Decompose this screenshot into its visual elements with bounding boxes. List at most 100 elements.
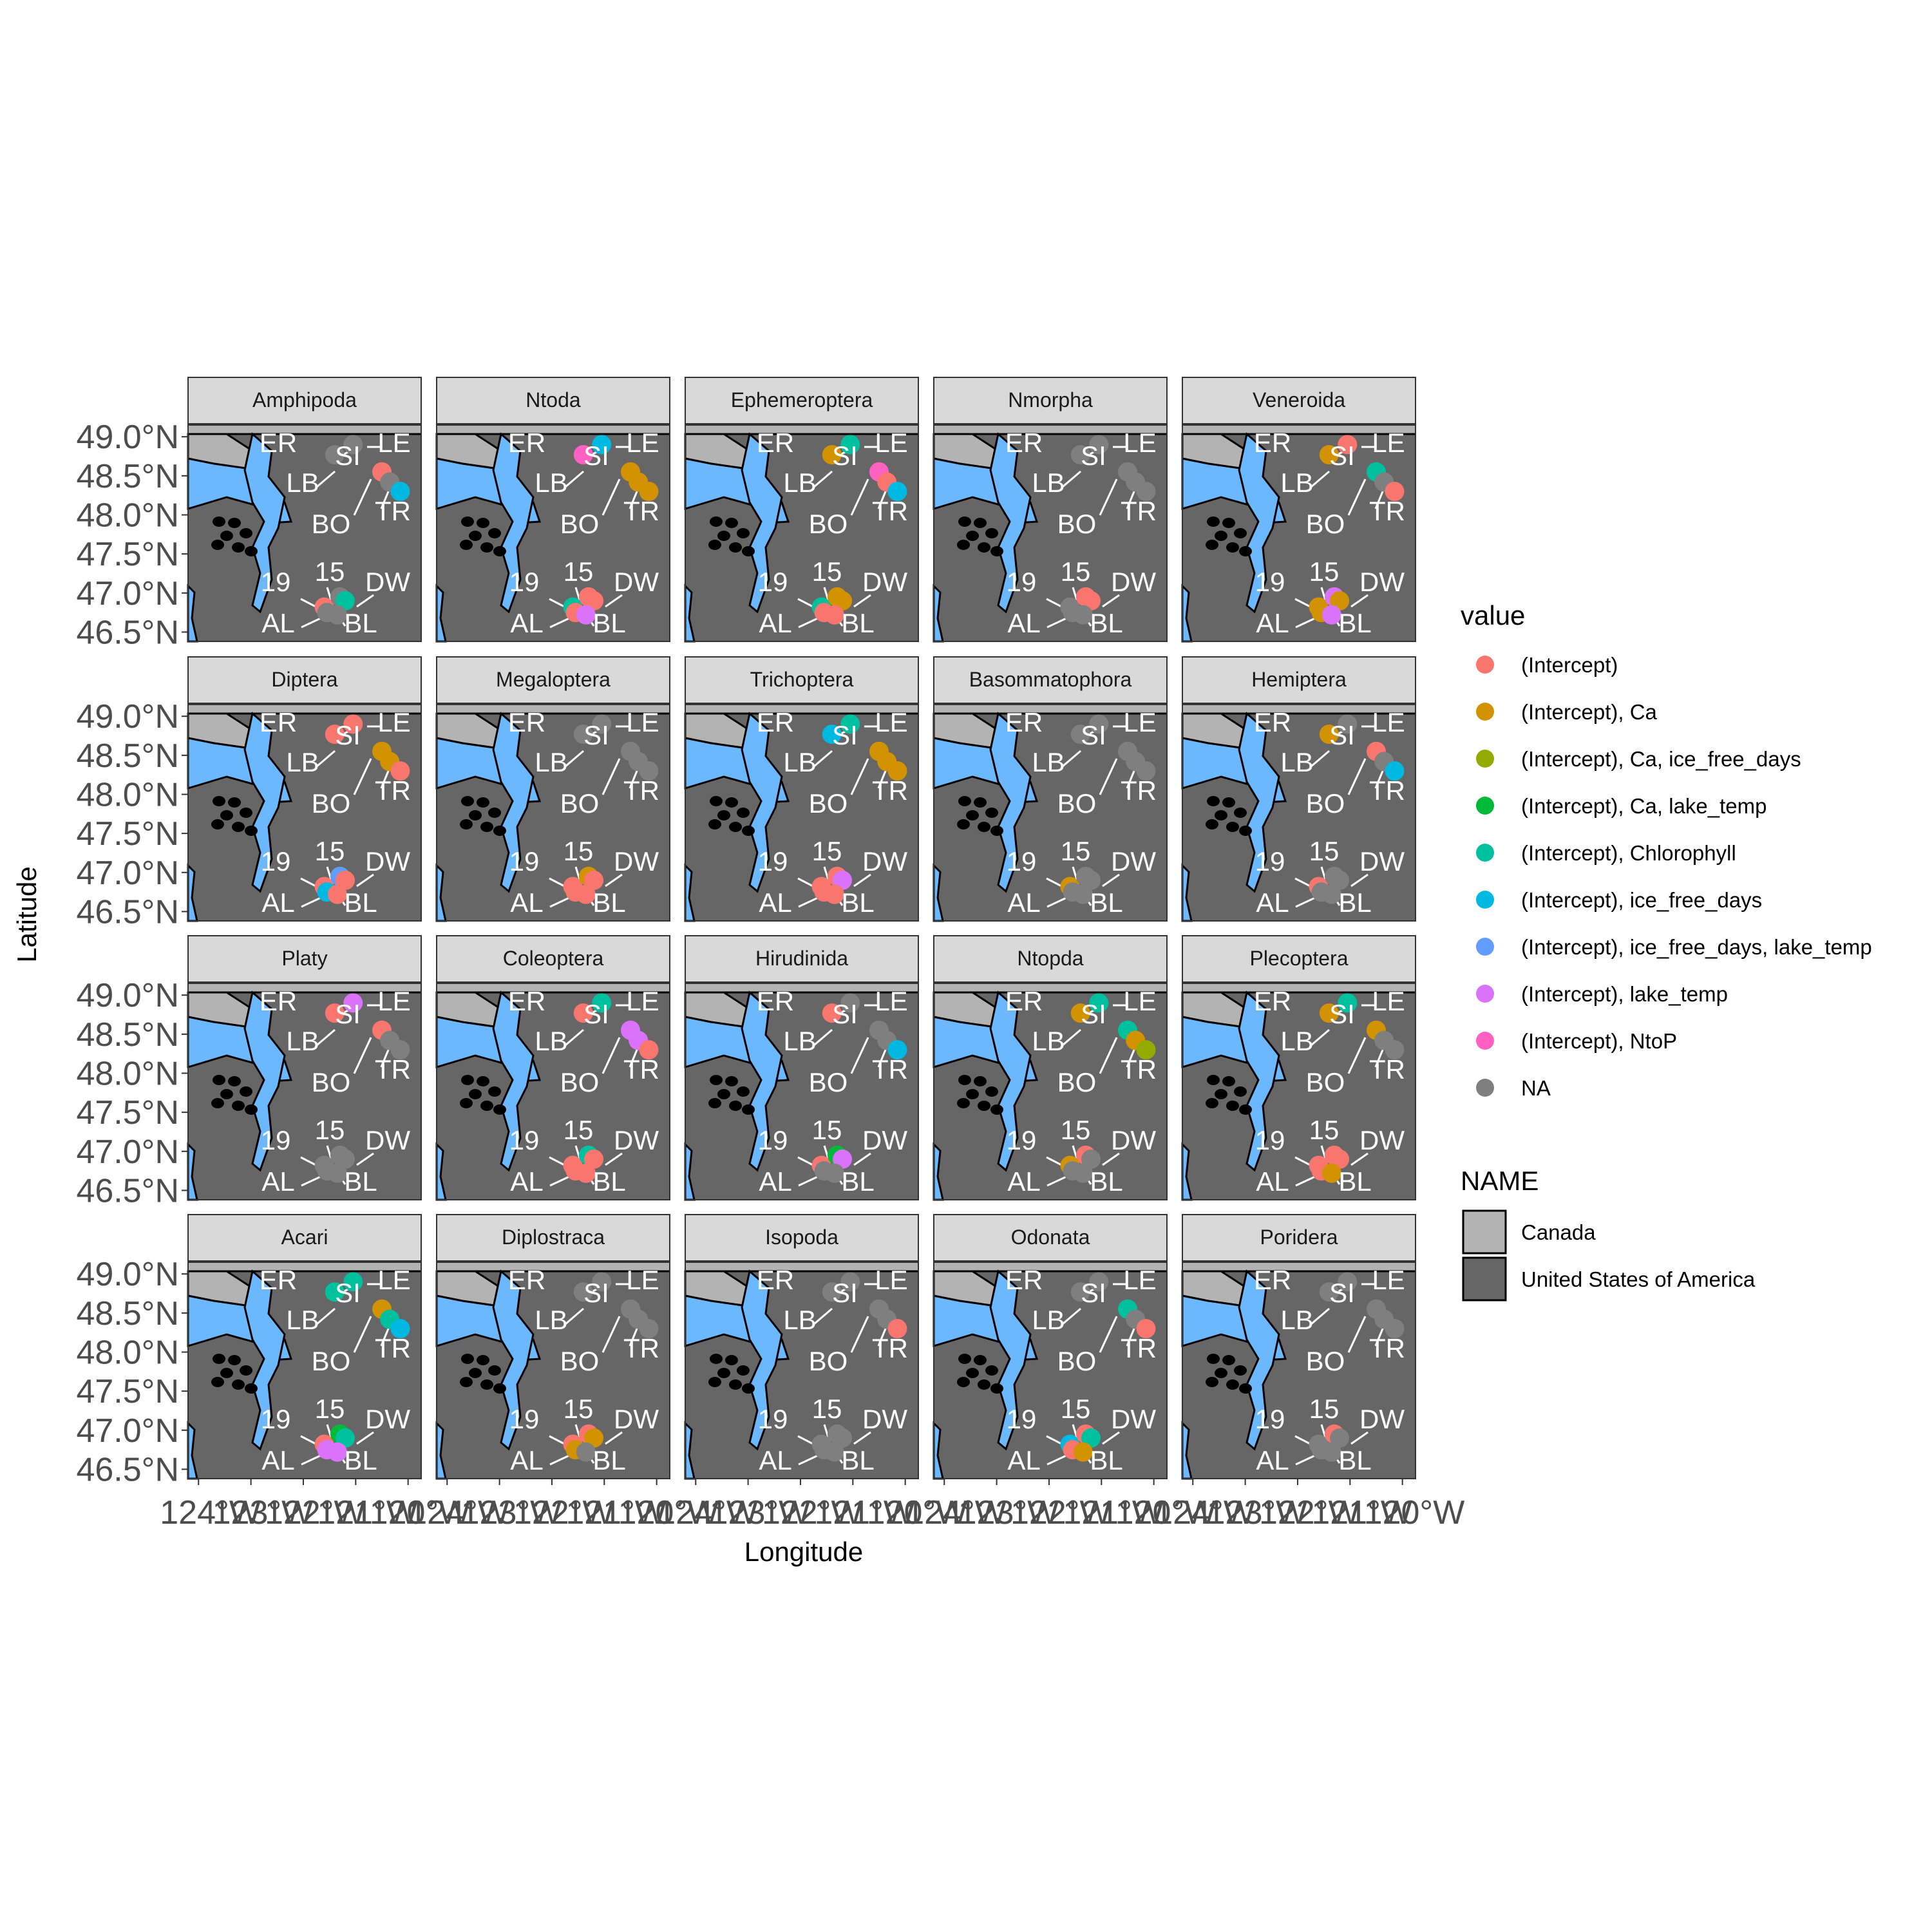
lake-label: SI	[832, 999, 858, 1029]
olympic-lake-blob	[477, 1355, 489, 1365]
lake-point-bl	[576, 605, 596, 625]
lake-label: TR	[375, 1333, 411, 1363]
lake-label: TR	[1369, 1333, 1405, 1363]
lake-label: AL	[510, 1166, 543, 1197]
lake-label: 19	[1007, 1404, 1037, 1434]
olympic-lake-blob	[1222, 1355, 1235, 1365]
label-leader	[1102, 1431, 1120, 1445]
lake-label: SI	[1081, 720, 1106, 750]
olympic-lake-blob	[469, 810, 482, 820]
olympic-lake-blob	[228, 1355, 241, 1365]
label-leader	[1347, 478, 1367, 516]
puget-sound	[741, 1269, 783, 1451]
lake-label: ER	[1254, 1265, 1291, 1295]
lake-point-tr	[887, 1319, 907, 1339]
lake-label: BO	[809, 1346, 848, 1376]
facet-panel: Isopoda ER SI LE LB BO TR 19 15 DW AL BL	[684, 1214, 919, 1480]
lake-label: TR	[1121, 775, 1157, 806]
label-leader	[1295, 1175, 1316, 1187]
label-leader	[353, 1316, 372, 1353]
x-tick-label: 124°W	[905, 1494, 1007, 1531]
lake-label: SI	[832, 440, 858, 471]
facet-strip	[1182, 1214, 1416, 1262]
lake-label: LB	[286, 1305, 319, 1335]
lake-label: 19	[1255, 846, 1285, 876]
facet-panel: Ntoda ER SI LE LB BO TR 19 15 DW AL BL	[435, 377, 670, 643]
olympic-lake-blob	[725, 1076, 738, 1086]
lake-label: DW	[862, 846, 907, 876]
lake-label: AL	[510, 1445, 543, 1475]
puget-sound	[1238, 990, 1280, 1172]
olympic-lake-blob	[240, 808, 252, 818]
lake-point-dw	[584, 1149, 604, 1169]
olympic-lake-blob	[493, 1383, 506, 1394]
lake-label: LB	[783, 747, 816, 777]
lake-label: BO	[560, 509, 600, 539]
olympic-lake-blob	[1215, 1089, 1227, 1099]
lake-label: BL	[841, 608, 874, 638]
olympic-lake-blob	[708, 1098, 721, 1108]
legends: value (Intercept) (Intercept), Ca (Intercep…	[1461, 600, 1872, 1302]
facet-strip	[933, 377, 1168, 424]
lake-point-er	[573, 1282, 593, 1302]
olympic-lake-blob	[725, 797, 738, 808]
lake-label: BO	[312, 509, 351, 539]
olympic-lake-blob	[1207, 1075, 1220, 1085]
olympic-lake-blob	[978, 1101, 990, 1111]
lake-label: BL	[592, 608, 625, 638]
lake-point-bl	[1321, 1163, 1341, 1183]
x-tick-label: 124°W	[657, 1494, 758, 1531]
lake-label: LE	[1372, 986, 1405, 1016]
label-leader	[853, 1431, 871, 1445]
olympic-lake-blob	[966, 531, 979, 541]
label-leader	[605, 1152, 623, 1166]
x-tick-label: 120°W	[1364, 1494, 1465, 1531]
olympic-lake-blob	[708, 1377, 721, 1387]
lake-point-si	[592, 1272, 612, 1292]
lake-point-er	[573, 724, 593, 744]
puget-sound	[492, 1269, 535, 1451]
olympic-lake-blob	[737, 528, 750, 538]
lake-point-er	[325, 1003, 345, 1023]
lake-label: SI	[1081, 440, 1106, 471]
x-tick-label: 122°W	[1259, 1494, 1360, 1531]
puget-sound	[243, 990, 286, 1172]
lake-point-dw	[833, 870, 853, 890]
label-leader	[601, 758, 621, 795]
olympic-lake-blob	[1234, 808, 1247, 818]
x-tick-label: 124°W	[1154, 1494, 1255, 1531]
lake-label: BO	[560, 788, 600, 819]
lake-label: SI	[335, 440, 361, 471]
olympic-lake-blob	[228, 1076, 241, 1086]
lake-label: LE	[377, 707, 410, 737]
facet-panel: Diptera ER SI LE LB BO TR 19 15 DW AL BL	[187, 656, 422, 922]
olympic-lake-blob	[966, 1368, 979, 1378]
x-tick-label: 123°W	[213, 1494, 314, 1531]
facet-title: Basommatophora	[969, 668, 1132, 691]
olympic-lake-blob	[1226, 822, 1239, 832]
lake-label: LE	[1372, 428, 1405, 458]
legend-swatch	[1476, 797, 1494, 815]
lake-label: 15	[315, 556, 345, 587]
label-leader	[301, 1175, 321, 1187]
map-area: ER SI LE LB BO TR 19 15 DW AL BL	[1181, 424, 1416, 643]
olympic-lake-blob	[958, 1354, 971, 1364]
lake-label: LB	[1032, 468, 1065, 498]
lake-label: LE	[875, 428, 907, 458]
label-leader	[813, 750, 833, 768]
olympic-lake-blob	[232, 1101, 245, 1111]
lake-point-si	[343, 714, 363, 734]
label-leader	[1099, 1316, 1118, 1353]
lake-label: TR	[872, 1054, 908, 1084]
lake-point-si	[840, 714, 860, 734]
lake-label: DW	[365, 1404, 410, 1434]
puget-sound	[741, 432, 783, 614]
lake-label: AL	[1007, 608, 1040, 638]
lake-label: BL	[1090, 1445, 1122, 1475]
canada-land	[437, 705, 670, 714]
lake-label: 19	[261, 1125, 291, 1155]
label-leader	[316, 750, 336, 768]
olympic-lake-blob	[1215, 810, 1227, 820]
lake-label: SI	[1329, 440, 1355, 471]
olympic-lake-blob	[488, 1086, 501, 1097]
